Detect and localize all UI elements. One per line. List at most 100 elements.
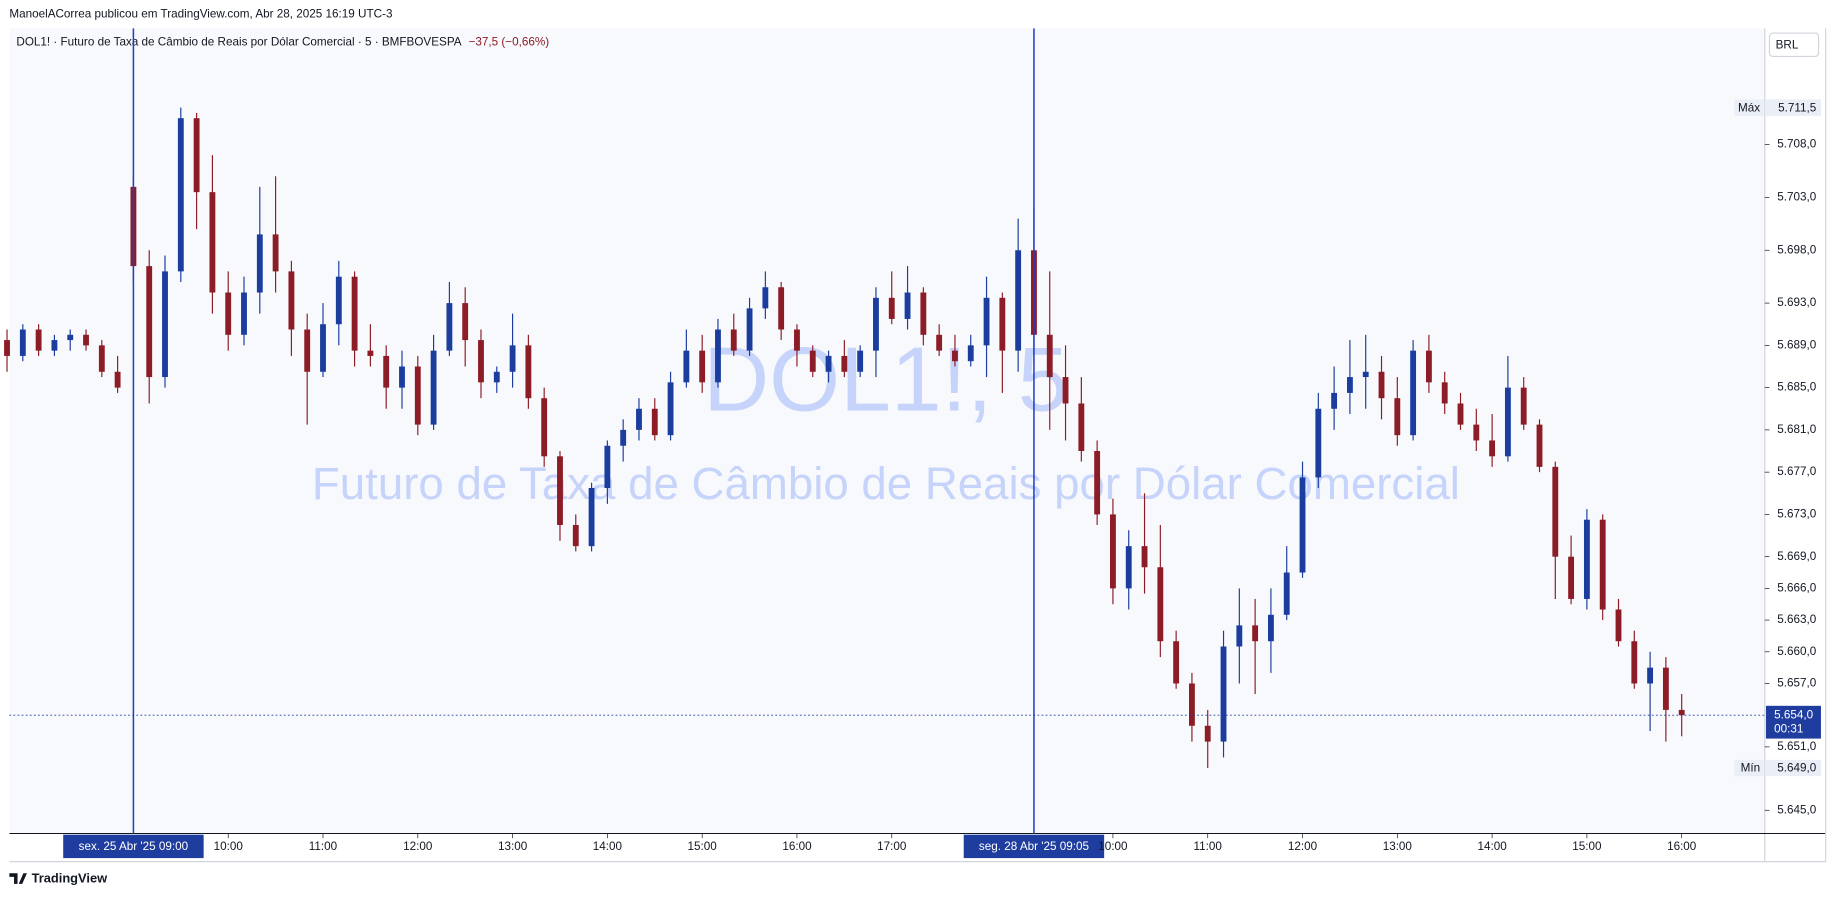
x-tick-label: 14:00 [1477,840,1507,853]
currency[interactable]: BRL [1776,38,1799,51]
candle-body [1583,519,1590,599]
candle-body [1189,683,1195,726]
candle-body [414,366,421,425]
marker-value-box [1765,99,1821,116]
candle-body [493,371,500,383]
candle-body [1141,546,1148,568]
candle-body [1678,709,1685,716]
x-tick-label: 10:00 [214,840,244,853]
candle-body [51,340,58,351]
candle-body [4,340,10,356]
candle-body [888,297,895,319]
x-tick-label: 14:00 [593,840,623,853]
x-tick-label: 11:00 [1194,840,1223,853]
candle-body [967,345,974,362]
candle-body [1504,387,1511,457]
candle-body [1110,514,1116,589]
y-tick-label: 5.657,0 [1777,677,1816,690]
candle-body [1331,392,1338,409]
candle-body [1536,424,1543,467]
y-tick-label: 5.666,0 [1777,581,1816,594]
candle-body [1015,250,1022,351]
candle-body [1615,609,1622,642]
candle-body [952,350,958,362]
logo-icon [9,873,27,884]
x-tick-label: sex. 25 Abr '25 09:00 [79,840,189,853]
candle-body [651,408,658,436]
y-tick-label: 5.693,0 [1777,296,1816,309]
marker-value: 5.711,5 [1778,101,1817,114]
candle-body [430,350,437,425]
candle-body [1441,382,1448,404]
last-price-box [1765,705,1821,739]
candle-body [288,271,295,330]
candle-body [462,303,469,341]
candle-body [1283,572,1290,615]
candle-body [146,266,153,378]
candle-body [857,350,864,372]
candle-body [762,287,769,309]
watermark-symbol: DOL1!, 5 [703,329,1068,431]
candle-body [1520,387,1527,425]
candle-body [809,350,816,372]
x-tick-label: 15:00 [688,840,718,853]
x-tick-label: 10:00 [1098,840,1128,853]
candle-body [873,297,879,351]
candle-body [825,355,832,372]
y-tick-label: 5.651,0 [1777,740,1816,753]
candle-body [446,303,453,351]
candle-body [1078,403,1085,452]
candle-body [1346,377,1353,393]
candle-body [1394,398,1401,436]
candle-body [320,324,326,372]
candle-body [983,297,990,346]
candle-body [241,292,247,335]
candle-body [256,234,263,293]
candle-body [1220,646,1227,742]
candle-body [1125,546,1132,589]
candle-body [98,345,105,372]
candle-body [19,329,26,356]
candle-body [1046,334,1053,378]
candle-body [162,271,168,378]
marker-name-box [1734,759,1764,777]
candle-body [1173,641,1180,684]
candle-body [193,118,200,193]
candle-body [1473,424,1480,441]
y-tick-label: 5.703,0 [1777,191,1816,204]
y-tick-label: 5.669,0 [1777,550,1816,563]
candle-body [525,345,532,399]
candle-body [715,329,721,383]
candle-body [1410,350,1417,436]
y-tick-label: 5.645,0 [1777,803,1816,816]
y-tick-label: 5.685,0 [1777,381,1816,394]
candle-body [1457,403,1464,425]
x-tick-label: 13:00 [1383,840,1413,853]
candle-body [1662,667,1669,710]
y-tick-label: 5.689,0 [1777,338,1816,351]
candle-body [778,287,785,330]
y-tick-label: 5.708,0 [1777,138,1816,151]
candle-body [1378,371,1385,399]
session-label-box [963,834,1105,859]
candle-body [67,334,74,341]
candle-body [509,345,516,372]
candle-body [1252,625,1259,642]
candle-body [794,329,800,351]
x-tick-label: 12:00 [1288,840,1318,853]
watermark-description: Futuro de Taxa de Câmbio de Reais por Dó… [312,458,1460,509]
plot [4,107,1685,769]
candle-body [83,334,89,346]
currency-button[interactable] [1768,32,1820,58]
candle-body [1489,440,1496,457]
candle-body [730,329,737,351]
candle-body [904,292,911,319]
candle-body [1362,371,1369,378]
y-tick-label: 5.673,0 [1777,508,1816,521]
candle-body [1425,350,1432,383]
x-tick-label: 12:00 [403,840,433,853]
x-tick-label: 17:00 [877,840,907,853]
countdown: 00:31 [1774,722,1803,735]
y-tick-label: 5.677,0 [1777,465,1816,478]
candle-body [1062,377,1069,404]
